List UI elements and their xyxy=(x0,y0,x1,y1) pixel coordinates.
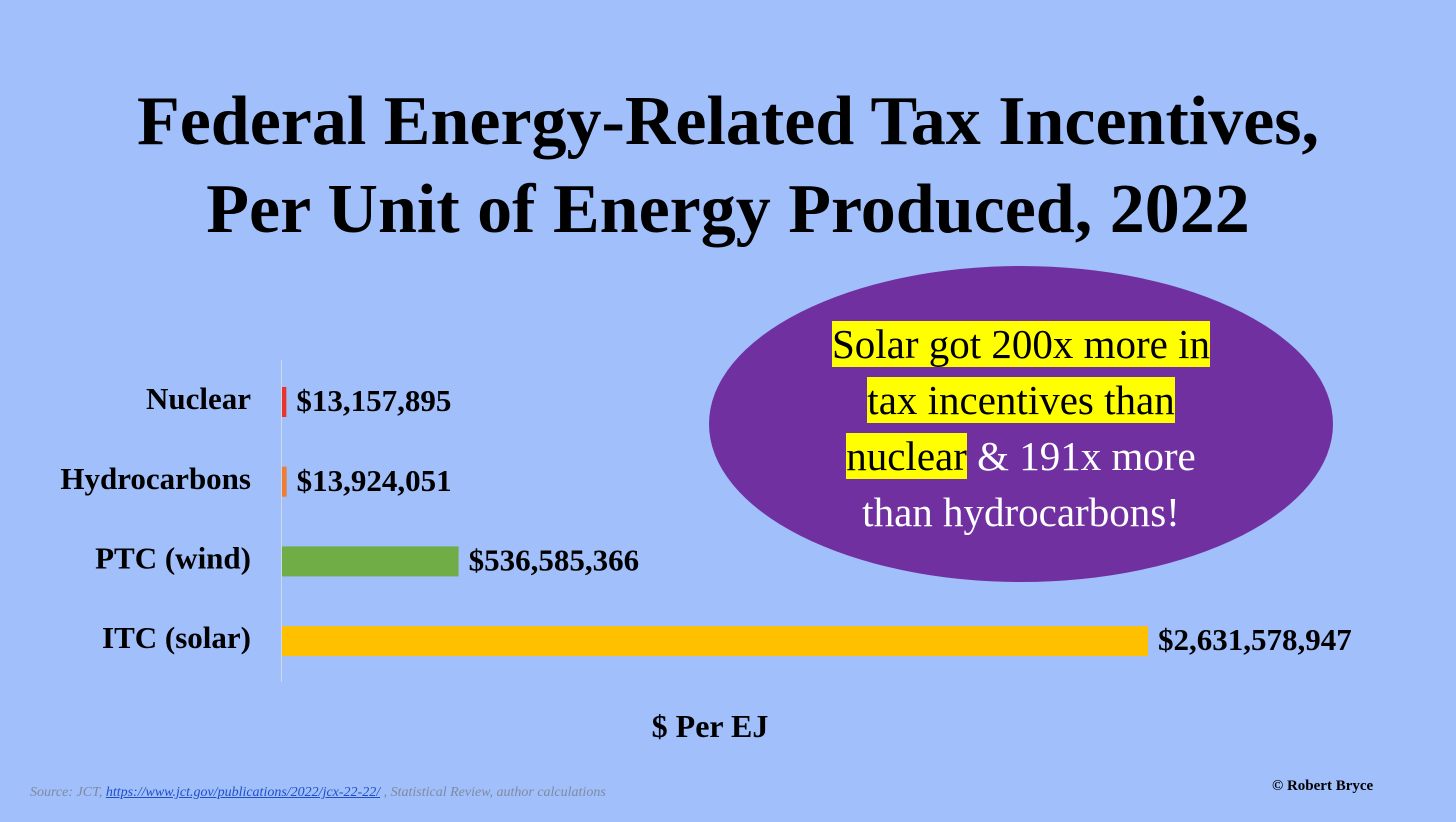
callout-text: Solar got 200x more in tax incentives th… xyxy=(806,316,1236,540)
y-tick-label: Nuclear xyxy=(146,381,251,416)
credit: © Robert Bryce xyxy=(1272,778,1374,794)
bar xyxy=(282,466,287,497)
chart-title: Federal Energy-Related Tax Incentives, P… xyxy=(136,83,1320,248)
value-label: $2,631,578,947 xyxy=(1158,622,1352,657)
source-link[interactable]: https://www.jct.gov/publications/2022/jc… xyxy=(105,785,381,800)
y-tick-label: Hydrocarbons xyxy=(60,461,251,496)
bar xyxy=(282,387,287,417)
value-label: $13,924,051 xyxy=(297,463,452,498)
y-tick-label: ITC (solar) xyxy=(102,620,251,655)
source-suffix: , Statistical Review, author calculation… xyxy=(383,785,606,800)
callout-highlight: Solar got 200x more in tax incentives th… xyxy=(831,321,1211,479)
bar xyxy=(282,626,1148,657)
source: Source: JCT, https://www.jct.gov/publica… xyxy=(30,785,606,801)
x-axis-label: $ Per EJ xyxy=(651,708,769,744)
y-tick-label: PTC (wind) xyxy=(95,541,251,576)
source-prefix: Source: JCT, xyxy=(30,785,103,800)
callout-rest: & 191x more than hydrocarbons! xyxy=(862,433,1196,535)
bar xyxy=(282,546,459,577)
value-label: $13,157,895 xyxy=(296,383,451,418)
value-label: $536,585,366 xyxy=(469,543,639,578)
